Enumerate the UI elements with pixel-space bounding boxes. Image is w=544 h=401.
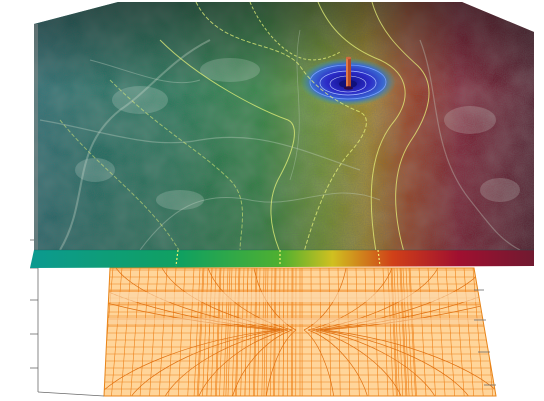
grid-stream-line: [315, 329, 437, 396]
grid-stream-line: [115, 268, 285, 331]
grid-stream-line: [231, 329, 293, 396]
concentration-layer[interactable]: [30, 0, 540, 252]
layer-left-edge: [34, 24, 38, 250]
grid-stream-line: [307, 268, 393, 331]
grid-stream-line: [104, 268, 277, 331]
grid-stream-line: [315, 268, 485, 331]
grid-stream-line: [104, 268, 281, 331]
mesh-grid: [104, 268, 512, 398]
grid-stream-line: [311, 268, 439, 331]
grid-stream-line: [323, 329, 496, 396]
grid-stream-line: [303, 268, 347, 331]
grid-stream-line: [303, 329, 335, 396]
grid-column-line: [104, 268, 105, 396]
grid-stream-line: [207, 268, 293, 331]
grid-stream-line: [129, 329, 281, 396]
grid-stream-line: [265, 329, 297, 396]
layer-front-edge: [30, 250, 534, 268]
grid-stream-line: [323, 268, 496, 331]
aerial-roads: [39, 29, 521, 250]
grid-stream-line: [319, 268, 496, 331]
edge-contour-marks: [175, 249, 381, 267]
grid-stream-line: [197, 329, 289, 396]
grid-column-line: [500, 268, 512, 398]
grid-stream-line: [319, 329, 471, 396]
grid-stream-line: [161, 268, 289, 331]
contour-lines: [59, 2, 430, 250]
well-marker-icon[interactable]: [344, 56, 353, 90]
grid-stream-line: [104, 329, 277, 396]
grid-stream-line: [311, 329, 403, 396]
grid-stream-line: [307, 329, 369, 396]
grid-stream-line: [163, 329, 285, 396]
aerial-urban-patches: [75, 58, 520, 210]
mesh-grid-outline: [103, 267, 497, 397]
grid-stream-line: [253, 268, 297, 331]
